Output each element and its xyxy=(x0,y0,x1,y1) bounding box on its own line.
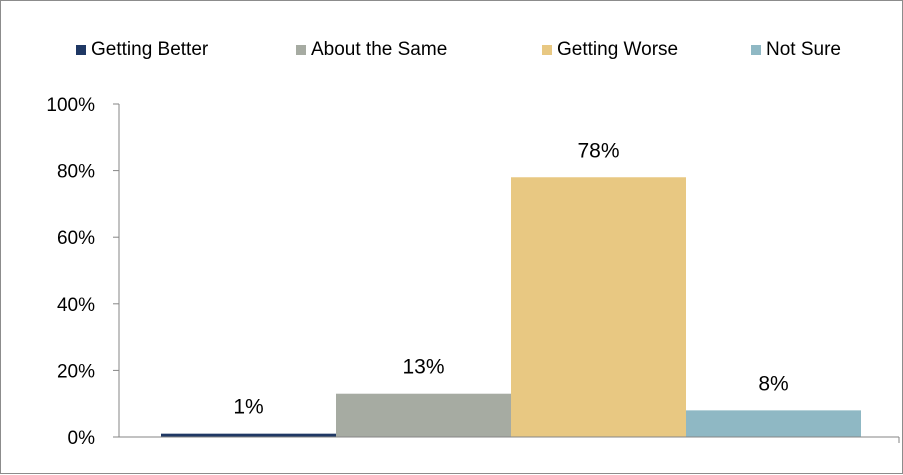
legend-swatch-1 xyxy=(76,45,86,55)
y-tick-label: 100% xyxy=(46,95,95,116)
legend-label-2: About the Same xyxy=(311,39,447,60)
chart-legend: Getting Better About the Same Getting Wors… xyxy=(76,39,841,60)
data-label-2: 13% xyxy=(402,356,444,379)
y-tick-label: 40% xyxy=(57,295,95,316)
y-tick-label: 20% xyxy=(57,361,95,382)
y-axis: 0% 20% 40% 60% 80% 100% xyxy=(46,95,120,449)
legend-label-3: Getting Worse xyxy=(557,39,678,60)
bar-4 xyxy=(686,410,861,437)
y-tick-label: 60% xyxy=(57,228,95,249)
data-labels-group: 1% 13% 78% 8% xyxy=(233,139,788,418)
x-axis xyxy=(119,436,900,443)
data-label-1: 1% xyxy=(233,396,263,419)
bar-1 xyxy=(161,433,336,437)
bars-group xyxy=(161,177,861,437)
y-tick-label: 0% xyxy=(68,428,96,449)
legend-label-1: Getting Better xyxy=(91,39,209,60)
bar-2 xyxy=(336,393,511,437)
legend-swatch-3 xyxy=(542,45,552,55)
data-label-4: 8% xyxy=(758,372,788,395)
y-tick-label: 80% xyxy=(57,162,95,183)
legend-label-4: Not Sure xyxy=(766,39,841,60)
legend-swatch-2 xyxy=(296,45,306,55)
data-label-3: 78% xyxy=(577,139,619,162)
bar-3 xyxy=(511,177,686,437)
legend-swatch-4 xyxy=(751,45,761,55)
